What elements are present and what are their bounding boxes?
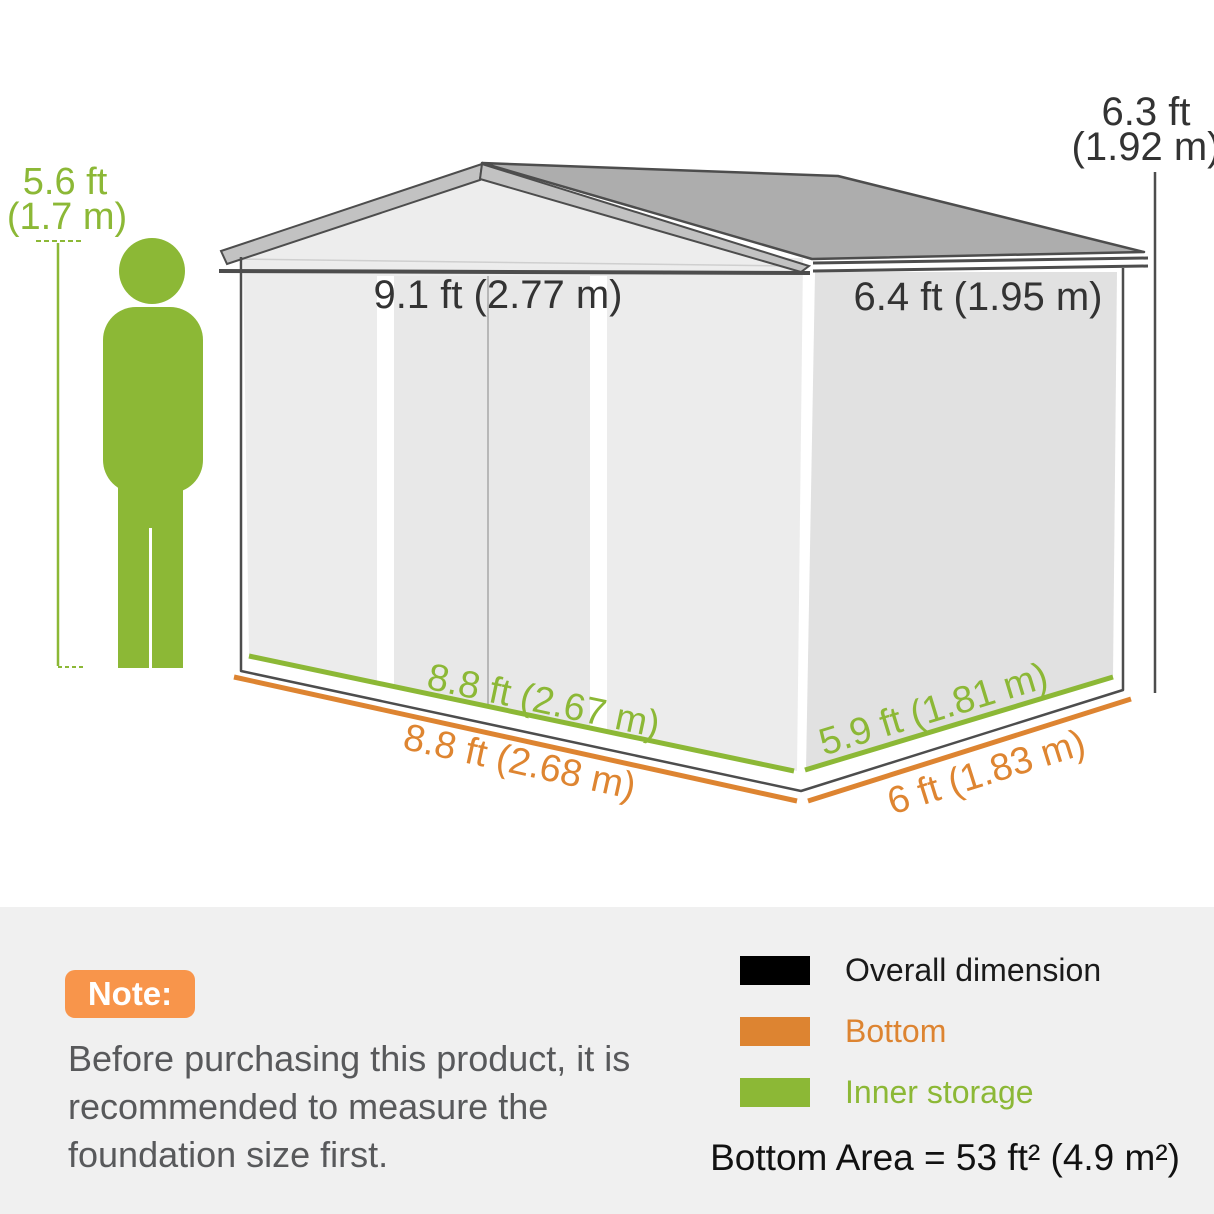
wall-top-seam (230, 258, 796, 267)
overall-dimension-label: Overall dimension (845, 951, 1102, 988)
note-badge: Note: (65, 970, 195, 1018)
person-height-label-ft: 5.6 ft (23, 161, 108, 203)
bottom-swatch (740, 1016, 810, 1046)
front-eave-trim (218, 269, 811, 275)
overall-height-dimension: 6.3 ft (1.92 m) (1072, 90, 1214, 693)
inner-side-line (804, 674, 1114, 773)
inner-storage-label: Inner storage (845, 1073, 1034, 1110)
person-height-label-m: (1.7 m) (7, 196, 127, 238)
bottom-dimension-lines (233, 674, 1132, 804)
door-gap-right (590, 276, 607, 729)
legend-row-overall: Overall dimension (740, 952, 1101, 988)
shed-illustration (218, 161, 1149, 793)
door-panel-right (489, 276, 590, 726)
person-torso (103, 307, 203, 493)
roof-main-panel (480, 161, 1146, 261)
person-figure (103, 238, 203, 668)
front-width-label: 9.1 ft (2.77 m) (374, 273, 623, 317)
bottom-label: Bottom (845, 1012, 947, 1049)
bottom-side-line (807, 696, 1132, 804)
shed-side-face (806, 272, 1117, 770)
note-badge-label: Note: (87, 975, 173, 1012)
person-height-dimension: 5.6 ft (1.7 m) (7, 161, 127, 668)
person-leg-divider (149, 528, 152, 668)
side-eave-trim-lower (812, 264, 1149, 273)
inner-front-line (248, 653, 795, 774)
info-panel: Note: Before purchasing this product, it… (0, 907, 1214, 1214)
bottom-front-line (233, 674, 798, 804)
note-text: Before purchasing this product, it is re… (68, 1038, 631, 1175)
side-depth-label: 6.4 ft (1.95 m) (854, 275, 1103, 319)
legend-row-inner-storage: Inner storage (740, 1074, 1101, 1110)
shed-gable-face (231, 180, 797, 271)
shed-dimension-diagram: 5.6 ft (1.7 m) (7, 90, 1214, 823)
door-panel-left (394, 276, 487, 705)
person-head (119, 238, 185, 304)
overall-dimension-swatch (740, 955, 810, 985)
bottom-area-value: Bottom Area = 53 ft² (4.9 m²) (710, 1137, 1180, 1178)
shed-outline (239, 257, 1125, 793)
inner-storage-swatch (740, 1077, 810, 1107)
inner-storage-lines (248, 653, 1114, 774)
door-gap-left (377, 276, 394, 686)
overall-height-label-ft: 6.3 ft (1102, 90, 1191, 134)
legend: Overall dimension Bottom Inner storage (740, 952, 1101, 1138)
legend-row-bottom: Bottom (740, 1013, 1101, 1049)
side-eave-trim-upper (812, 256, 1149, 265)
overall-height-label-m: (1.92 m) (1072, 125, 1214, 169)
